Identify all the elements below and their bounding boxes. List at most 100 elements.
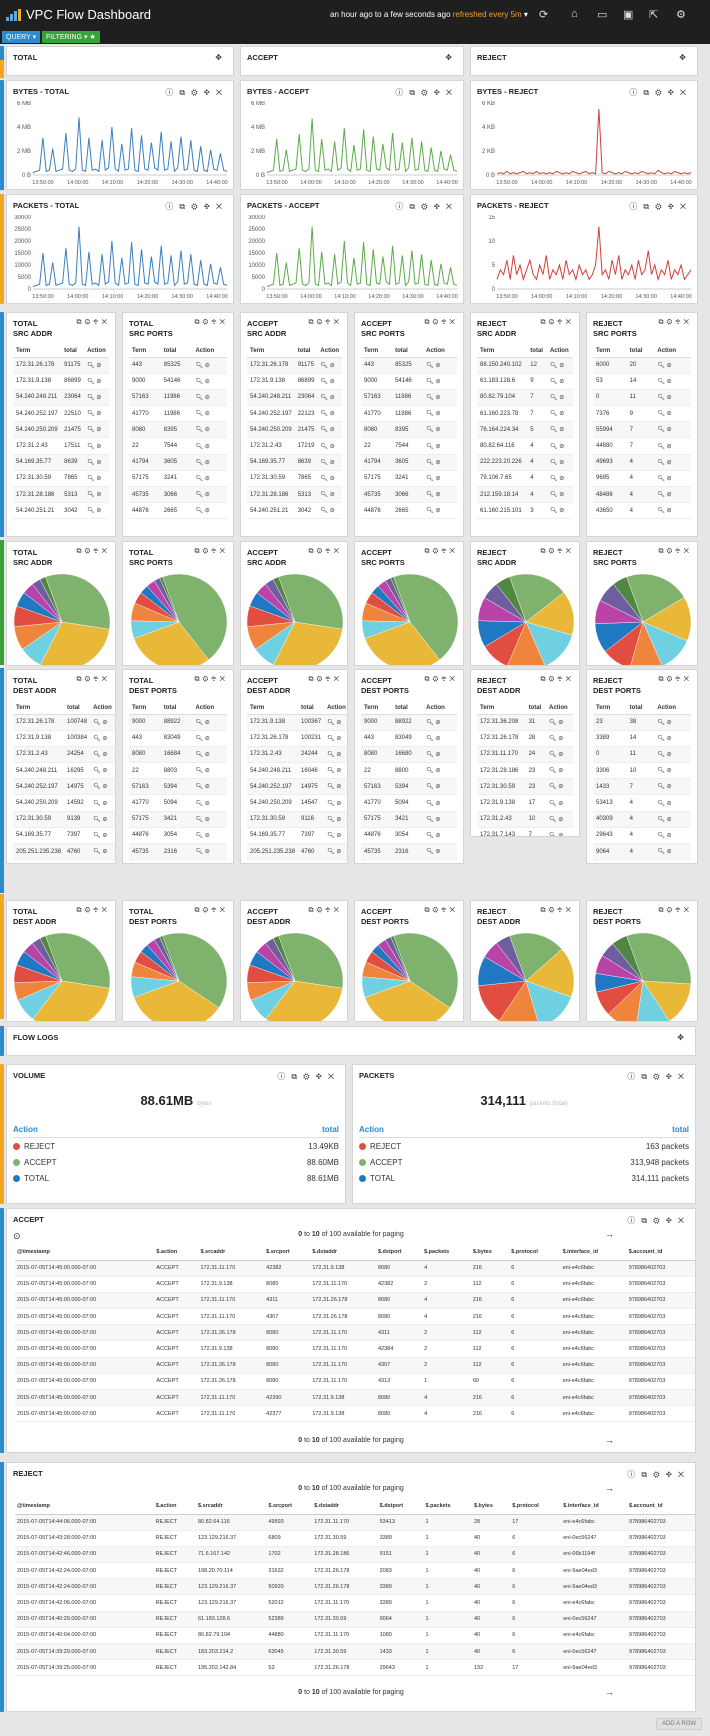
magnify-icon[interactable]: 🔍︎ bbox=[195, 751, 205, 758]
magnify-icon[interactable]: 🔍︎ bbox=[87, 443, 97, 450]
magnify-icon[interactable]: 🔍︎ bbox=[657, 475, 667, 482]
legend-row[interactable]: TOTAL 88.61MB bbox=[13, 1174, 339, 1188]
gear-icon[interactable]: ⚙ bbox=[303, 1072, 316, 1081]
log-column-header[interactable]: $.bytes bbox=[471, 1499, 511, 1515]
save-icon[interactable]: ▣ bbox=[623, 9, 634, 21]
home-icon[interactable]: ⌂ bbox=[571, 8, 578, 20]
gear-icon[interactable]: ⚙ bbox=[666, 548, 676, 555]
move-icon[interactable]: ✥ bbox=[677, 1033, 690, 1042]
close-icon[interactable]: ✕ bbox=[101, 548, 110, 555]
ban-icon[interactable]: ⊘ bbox=[559, 411, 565, 418]
ban-icon[interactable]: ⊘ bbox=[96, 427, 102, 434]
magnify-icon[interactable]: 🔍︎ bbox=[87, 427, 97, 434]
row-collapse-strip[interactable] bbox=[0, 194, 4, 304]
magnify-icon[interactable]: 🔍︎ bbox=[426, 849, 436, 856]
duplicate-icon[interactable]: ⧉ bbox=[179, 202, 192, 211]
ban-icon[interactable]: ⊘ bbox=[435, 751, 441, 758]
ban-icon[interactable]: ⊘ bbox=[666, 492, 672, 499]
magnify-icon[interactable]: 🔍︎ bbox=[549, 459, 560, 466]
magnify-icon[interactable]: 🔍︎ bbox=[327, 800, 337, 807]
close-icon[interactable]: ✕ bbox=[333, 676, 342, 683]
duplicate-icon[interactable]: ⧉ bbox=[641, 1072, 654, 1081]
magnify-icon[interactable]: 🔍︎ bbox=[426, 719, 436, 726]
close-icon[interactable]: ✕ bbox=[219, 676, 228, 683]
ban-icon[interactable]: ⊘ bbox=[435, 492, 441, 499]
ban-icon[interactable]: ⊘ bbox=[558, 719, 564, 726]
magnify-icon[interactable]: 🔍︎ bbox=[327, 816, 337, 823]
gear-icon[interactable]: ⚙ bbox=[666, 676, 676, 683]
ban-icon[interactable]: ⊘ bbox=[204, 492, 210, 499]
duplicate-icon[interactable]: ⧉ bbox=[658, 319, 667, 326]
pie-chart[interactable] bbox=[129, 931, 229, 1022]
ban-icon[interactable]: ⊘ bbox=[558, 735, 564, 742]
gear-icon[interactable]: ⚙ bbox=[653, 1470, 666, 1479]
move-icon[interactable]: ✥ bbox=[679, 53, 692, 62]
close-icon[interactable]: ✕ bbox=[101, 676, 110, 683]
move-icon[interactable]: ✥ bbox=[441, 676, 450, 683]
gear-icon[interactable]: ⚙ bbox=[655, 88, 668, 97]
gear-icon[interactable]: ⚙ bbox=[421, 88, 434, 97]
duplicate-icon[interactable]: ⧉ bbox=[424, 907, 433, 914]
close-icon[interactable]: ✕ bbox=[219, 319, 228, 326]
close-icon[interactable]: ✕ bbox=[449, 907, 458, 914]
duplicate-icon[interactable]: ⧉ bbox=[76, 676, 85, 683]
table-row[interactable]: 2015-07-05T14:45:00.000-07:00 ACCEPT 172.3… bbox=[15, 1405, 695, 1423]
ban-icon[interactable]: ⊘ bbox=[435, 784, 441, 791]
magnify-icon[interactable]: 🔍︎ bbox=[657, 784, 667, 791]
ban-icon[interactable]: ⊘ bbox=[204, 768, 210, 775]
ban-icon[interactable]: ⊘ bbox=[666, 735, 672, 742]
move-icon[interactable]: ✥ bbox=[433, 202, 446, 211]
ban-icon[interactable]: ⊘ bbox=[102, 816, 108, 823]
ban-icon[interactable]: ⊘ bbox=[329, 394, 335, 401]
magnify-icon[interactable]: 🔍︎ bbox=[548, 751, 559, 758]
duplicate-icon[interactable]: ⧉ bbox=[76, 319, 85, 326]
duplicate-icon[interactable]: ⧉ bbox=[540, 676, 549, 683]
ban-icon[interactable]: ⊘ bbox=[435, 378, 441, 385]
ban-icon[interactable]: ⊘ bbox=[435, 362, 441, 369]
log-column-header[interactable]: $.action bbox=[153, 1499, 196, 1515]
ban-icon[interactable]: ⊘ bbox=[102, 832, 108, 839]
info-icon[interactable]: ⓘ bbox=[165, 88, 180, 97]
folder-open-icon[interactable]: ▭ bbox=[597, 9, 608, 21]
log-column-header[interactable]: $.srcaddr bbox=[196, 1499, 267, 1515]
ban-icon[interactable]: ⊘ bbox=[558, 751, 564, 758]
move-icon[interactable]: ✥ bbox=[93, 676, 102, 683]
ban-icon[interactable]: ⊘ bbox=[435, 459, 441, 466]
info-icon[interactable]: ⓘ bbox=[629, 88, 644, 97]
ban-icon[interactable]: ⊘ bbox=[96, 459, 102, 466]
magnify-icon[interactable]: 🔍︎ bbox=[657, 427, 667, 434]
magnify-icon[interactable]: 🔍︎ bbox=[426, 751, 436, 758]
move-icon[interactable]: ✥ bbox=[211, 319, 220, 326]
magnify-icon[interactable]: 🔍︎ bbox=[549, 378, 560, 385]
ban-icon[interactable]: ⊘ bbox=[336, 735, 342, 742]
duplicate-icon[interactable]: ⧉ bbox=[658, 676, 667, 683]
dashboard-title[interactable]: VPC Flow Dashboard bbox=[26, 7, 151, 22]
magnify-icon[interactable]: 🔍︎ bbox=[549, 475, 560, 482]
magnify-icon[interactable]: 🔍︎ bbox=[195, 735, 205, 742]
log-column-header[interactable]: $.dstaddr bbox=[310, 1245, 376, 1261]
move-icon[interactable]: ✥ bbox=[325, 319, 334, 326]
add-row-button[interactable]: ADD A ROW bbox=[655, 1718, 702, 1730]
log-column-header[interactable]: @timestamp bbox=[15, 1245, 155, 1261]
gear-icon[interactable]: ⚙ bbox=[202, 676, 212, 683]
close-icon[interactable]: ✕ bbox=[679, 202, 692, 211]
magnify-icon[interactable]: 🔍︎ bbox=[549, 411, 560, 418]
magnify-icon[interactable]: 🔍︎ bbox=[657, 459, 667, 466]
magnify-icon[interactable]: 🔍︎ bbox=[548, 816, 559, 823]
move-icon[interactable]: ✥ bbox=[445, 53, 458, 62]
move-icon[interactable]: ✥ bbox=[215, 53, 228, 62]
ban-icon[interactable]: ⊘ bbox=[336, 768, 342, 775]
magnify-icon[interactable]: 🔍︎ bbox=[195, 508, 205, 515]
magnify-icon[interactable]: 🔍︎ bbox=[426, 362, 436, 369]
duplicate-icon[interactable]: ⧉ bbox=[308, 676, 317, 683]
close-icon[interactable]: ✕ bbox=[677, 1216, 690, 1225]
close-icon[interactable]: ✕ bbox=[565, 676, 574, 683]
info-icon[interactable]: ⓘ bbox=[165, 202, 180, 211]
close-icon[interactable]: ✕ bbox=[219, 907, 228, 914]
ban-icon[interactable]: ⊘ bbox=[204, 735, 210, 742]
ban-icon[interactable]: ⊘ bbox=[558, 800, 564, 807]
move-icon[interactable]: ✥ bbox=[557, 548, 566, 555]
magnify-icon[interactable]: 🔍︎ bbox=[87, 394, 97, 401]
ban-icon[interactable]: ⊘ bbox=[96, 475, 102, 482]
